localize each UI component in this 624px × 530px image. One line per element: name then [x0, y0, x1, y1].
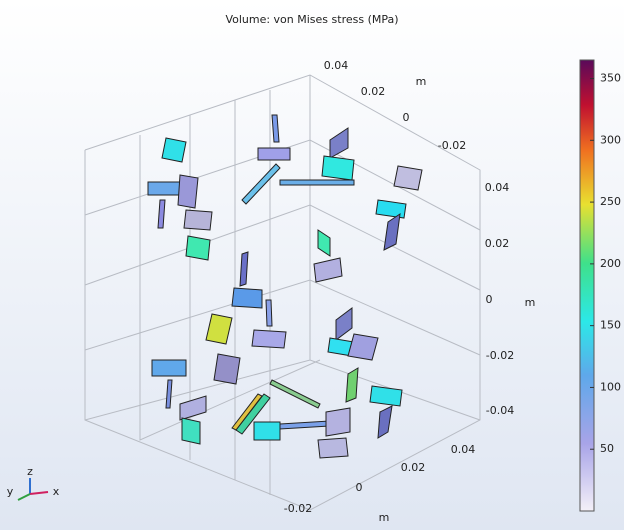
- triad-label: x: [53, 485, 60, 498]
- chart-title: Volume: von Mises stress (MPa): [225, 13, 398, 26]
- background: [0, 0, 624, 530]
- axis-tick-label: 0: [403, 111, 410, 124]
- axis-unit: m: [416, 75, 427, 88]
- axis-tick-label: -0.04: [486, 404, 514, 417]
- colorbar-tick-label: 250: [600, 195, 621, 208]
- axis-unit: m: [379, 511, 390, 524]
- colorbar-tick-label: 200: [600, 257, 621, 270]
- axis-tick-label: -0.02: [438, 139, 466, 152]
- colorbar-tick-label: 300: [600, 133, 621, 146]
- chart: Volume: von Mises stress (MPa): [0, 0, 624, 530]
- axis-unit: m: [525, 296, 536, 309]
- axis-tick-label: 0: [356, 481, 363, 494]
- triad-label: z: [27, 465, 33, 478]
- triad-label: y: [7, 485, 14, 498]
- colorbar: [580, 60, 594, 511]
- colorbar-tick-label: 50: [600, 442, 614, 455]
- colorbar-tick-label: 350: [600, 72, 621, 85]
- axis-tick-label: -0.02: [284, 502, 312, 515]
- axis-tick-label: 0.02: [485, 237, 510, 250]
- axis-tick-label: 0.04: [485, 181, 510, 194]
- axis-tick-label: 0.02: [361, 85, 386, 98]
- colorbar-tick-label: 100: [600, 380, 621, 393]
- axis-tick-label: 0.04: [324, 59, 349, 72]
- axis-tick-label: -0.02: [486, 349, 514, 362]
- axis-tick-label: 0.02: [401, 461, 426, 474]
- axis-tick-label: 0.04: [451, 443, 476, 456]
- colorbar-tick-label: 150: [600, 319, 621, 332]
- axis-tick-label: 0: [486, 293, 493, 306]
